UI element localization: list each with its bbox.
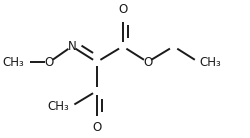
Text: N: N [68, 40, 76, 53]
Text: O: O [118, 3, 128, 16]
Text: O: O [45, 56, 54, 69]
Text: O: O [92, 121, 101, 134]
Text: CH₃: CH₃ [3, 56, 25, 69]
Text: CH₃: CH₃ [48, 100, 70, 113]
Text: CH₃: CH₃ [200, 56, 222, 69]
Text: O: O [143, 56, 152, 69]
